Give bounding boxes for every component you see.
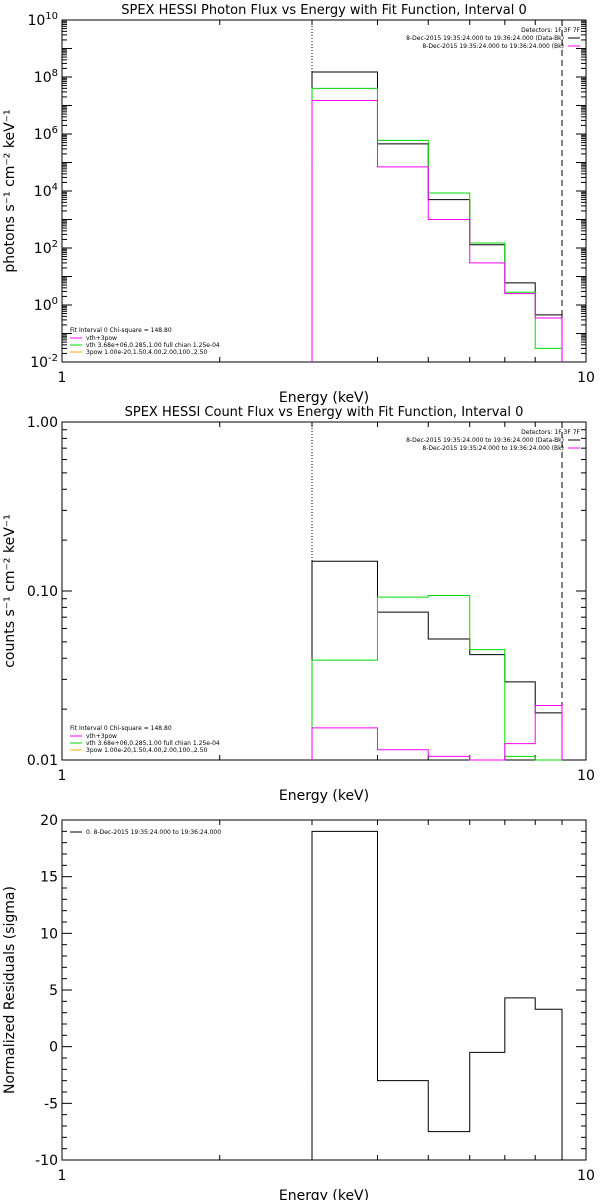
series-step-line (311, 595, 563, 761)
y-tick-label: 0.10 (27, 584, 58, 600)
legend-fit-header: Fit Interval 0 Chi-square = 148.80 (70, 327, 172, 334)
x-axis-label: Energy (keV) (279, 390, 369, 406)
series-step-line (311, 705, 563, 761)
legend-item: 8-Dec-2015 19:35:24.000 to 19:36:24.000 … (406, 437, 564, 444)
y-tick-label: 1.00 (27, 415, 58, 431)
y-tick-label: 1010 (27, 11, 58, 29)
chart-title: SPEX HESSI Photon Flux vs Energy with Fi… (121, 3, 527, 18)
y-tick-label: -5 (44, 1096, 58, 1112)
plot-frame (61, 19, 587, 363)
y-axis-label: Normalized Residuals (sigma) (2, 886, 18, 1094)
legend-fit-header: Fit Interval 0 Chi-square = 148.80 (70, 725, 172, 732)
legend-item: vth+3pow (86, 335, 117, 342)
y-tick-label: 106 (34, 125, 58, 143)
x-tick-label: 10 (577, 1168, 595, 1184)
legend-item: vth+3pow (86, 733, 117, 740)
x-axis-label: Energy (keV) (279, 788, 369, 804)
y-axis-label: photons s⁻¹ cm⁻² keV⁻¹ (2, 109, 18, 272)
plot-frame (61, 819, 587, 1161)
x-tick-label: 1 (58, 370, 67, 386)
y-tick-label: 102 (34, 239, 58, 257)
legend-item: 3pow 1.00e-20,1.50,4.00,2.00,100.,2.50 (86, 747, 207, 754)
x-axis-label: Energy (keV) (279, 1188, 369, 1200)
x-tick-label: 10 (577, 768, 595, 784)
legend-item: 3pow 1.00e-20,1.50,4.00,2.00,100.,2.50 (86, 349, 207, 356)
legend-item: 8-Dec-2015 19:35:24.000 to 19:36:24.000 … (406, 35, 564, 42)
y-tick-label: 100 (34, 296, 58, 314)
series-step-line (311, 87, 563, 362)
series-step-line (311, 830, 563, 1160)
y-tick-label: 10 (40, 926, 58, 942)
legend-item: vth 3.68e+06,0.285,1.00 full chian 1.25e… (86, 342, 220, 349)
y-tick-label: 108 (34, 68, 58, 86)
y-tick-label: -10 (35, 1153, 58, 1169)
x-tick-label: 1 (58, 768, 67, 784)
y-tick-label: 0 (49, 1040, 58, 1056)
x-tick-label: 1 (58, 1168, 67, 1184)
y-tick-label: 0.01 (27, 753, 58, 769)
y-tick-label: 5 (49, 983, 58, 999)
y-tick-label: 104 (34, 182, 58, 200)
legend-item: 0. 8-Dec-2015 19:35:24.000 to 19:36:24.0… (86, 829, 221, 836)
legend-item: 8-Dec-2015 19:35:24.000 to 19:36:24.000 … (422, 445, 564, 452)
legend-item: 8-Dec-2015 19:35:24.000 to 19:36:24.000 … (422, 43, 564, 50)
plot-frame (61, 421, 587, 761)
legend-detectors: Detectors: 1F 3F 7F (521, 429, 580, 436)
legend-item: vth 3.68e+06,0.285,1.00 full chian 1.25e… (86, 740, 220, 747)
y-axis-label: counts s⁻¹ cm⁻² keV⁻¹ (2, 514, 18, 668)
series-step-line (311, 71, 563, 362)
legend-detectors: Detectors: 1F 3F 7F (521, 27, 580, 34)
series-step-line (311, 99, 563, 362)
y-tick-label: 10-2 (30, 353, 58, 371)
chart-title: SPEX HESSI Count Flux vs Energy with Fit… (125, 405, 524, 420)
y-tick-label: 15 (40, 870, 58, 886)
y-tick-label: 20 (40, 813, 58, 829)
series-step-line (311, 560, 563, 760)
x-tick-label: 10 (577, 370, 595, 386)
